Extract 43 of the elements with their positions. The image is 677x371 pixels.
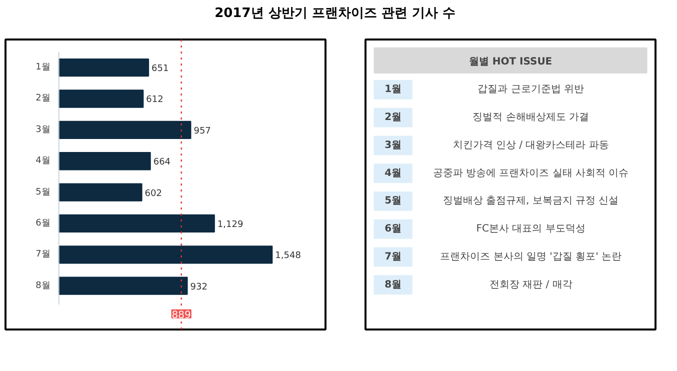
text: 3월: [384, 140, 402, 151]
text: 징벌배상 출점규제, 보복금지 규정 신설: [442, 196, 619, 207]
text: 갑질과 근로기준법 위반: [478, 84, 584, 96]
text: 8월: [384, 279, 402, 290]
text: 치킨가격 인상 / 대왕카스테라 파동: [452, 140, 609, 151]
bar: [58, 120, 192, 140]
data-label: 602: [144, 188, 162, 199]
data-label: 1,548: [275, 251, 302, 262]
y-tick-label: 5월: [36, 187, 50, 198]
y-tick-label: 4월: [36, 156, 50, 166]
data-label: 932: [190, 282, 208, 292]
text: 2월: [384, 112, 402, 124]
ref-line-label: 889: [172, 310, 191, 321]
text: 전회장 재판 / 매각: [489, 279, 572, 290]
text: 프랜차이즈 본사의 일명 '갑질 횡포' 논란: [440, 252, 622, 262]
data-label: 612: [146, 95, 164, 106]
data-label: 651: [152, 64, 169, 74]
bar: [58, 276, 188, 295]
text: 6월: [384, 224, 402, 235]
y-tick-label: 3월: [36, 124, 50, 135]
y-tick-label: 8월: [36, 280, 50, 291]
data-label: 957: [194, 126, 211, 136]
text: 1월: [384, 84, 402, 96]
text: 7월: [384, 252, 402, 262]
text: 징벌적 손해배상제도 가결: [472, 112, 589, 124]
y-tick-label: 2월: [36, 94, 50, 104]
bar: [58, 214, 215, 233]
y-tick-label: 1월: [36, 62, 50, 73]
bar: [58, 183, 142, 202]
data-label: 1,129: [217, 220, 244, 230]
text: 월별 HOT ISSUE: [468, 56, 552, 68]
y-tick-label: 7월: [36, 250, 50, 260]
text: 4월: [384, 168, 402, 179]
text: FC본사 대표의 부도덕성: [476, 224, 586, 235]
bar: [58, 152, 151, 170]
text: 5월: [384, 196, 402, 207]
bar: [58, 90, 144, 108]
text: 2017년 상반기 프랜차이즈 관련 기사 수: [214, 5, 456, 23]
data-label: 664: [153, 158, 171, 168]
bar: [58, 246, 273, 264]
text: 공중파 방송에 프랜차이즈 실태 사회적 이슈: [432, 168, 629, 179]
bar: [58, 58, 150, 77]
y-tick-label: 6월: [36, 218, 50, 228]
